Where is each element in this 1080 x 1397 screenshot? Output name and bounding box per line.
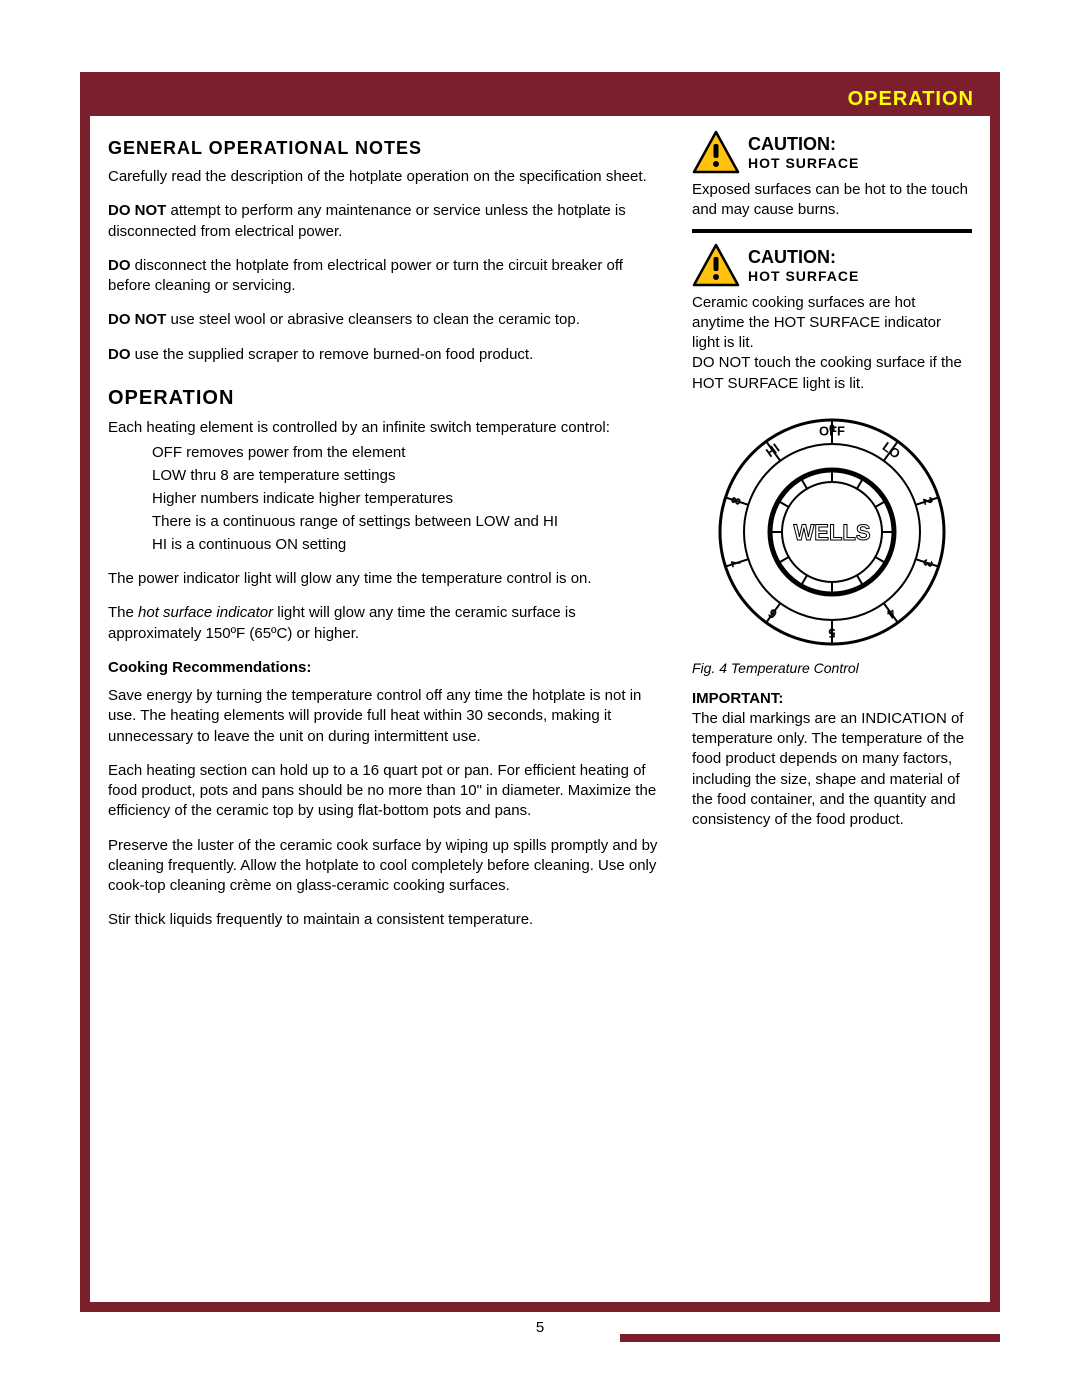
operation-heading: OPERATION (108, 387, 668, 410)
body-text: Save energy by turning the temperature c… (108, 686, 668, 747)
dial-icon: WELLS 0OFFLO2345678HI (712, 412, 952, 652)
list-item: Higher numbers indicate higher temperatu… (152, 488, 668, 509)
page-frame: OPERATION GENERAL OPERATIONAL NOTES Care… (80, 72, 1000, 1312)
caution-title: CAUTION: (748, 134, 859, 155)
bottom-accent-bar (620, 1334, 1000, 1342)
body-text: The (108, 604, 138, 621)
list-item: There is a continuous range of settings … (152, 511, 668, 532)
body-text: The power indicator light will glow any … (108, 569, 668, 589)
body-text: Each heating section can hold up to a 16… (108, 761, 668, 822)
list-item: LOW thru 8 are temperature settings (152, 465, 668, 486)
header-title: OPERATION (848, 88, 974, 111)
temperature-dial: WELLS 0OFFLO2345678HI (692, 412, 972, 652)
list-item: OFF removes power from the element (152, 442, 668, 463)
emphasis-italic: hot surface indicator (138, 604, 273, 621)
body-text: DO NOT attempt to perform any maintenanc… (108, 201, 668, 242)
warning-triangle-icon (692, 243, 740, 287)
warning-triangle-icon (692, 130, 740, 174)
body-text: DO disconnect the hotplate from electric… (108, 256, 668, 297)
body-text: Preserve the luster of the ceramic cook … (108, 836, 668, 897)
body-text: Carefully read the description of the ho… (108, 167, 668, 187)
caution-title: CAUTION: (748, 247, 859, 268)
cooking-rec-heading: Cooking Recommendations: (108, 658, 668, 678)
emphasis: DO NOT (108, 311, 166, 328)
caution-body: Exposed surfaces can be hot to the touch… (692, 180, 972, 221)
important-body: The dial markings are an INDICATION of t… (692, 709, 972, 831)
figure-caption: Fig. 4 Temperature Control (692, 660, 972, 676)
body-text: use the supplied scraper to remove burne… (131, 346, 534, 363)
content: GENERAL OPERATIONAL NOTES Carefully read… (90, 116, 990, 955)
body-text: attempt to perform any maintenance or se… (108, 202, 626, 239)
divider (692, 229, 972, 233)
caution-subtitle: HOT SURFACE (748, 268, 859, 284)
svg-text:5: 5 (828, 625, 835, 640)
body-text: DO NOT use steel wool or abrasive cleans… (108, 310, 668, 330)
body-text: Stir thick liquids frequently to maintai… (108, 910, 668, 930)
emphasis: DO NOT (108, 202, 166, 219)
page-number: 5 (536, 1319, 544, 1336)
caution-block-2: CAUTION: HOT SURFACE Ceramic cooking sur… (692, 243, 972, 394)
caution-subtitle: HOT SURFACE (748, 155, 859, 171)
caution-block-1: CAUTION: HOT SURFACE Exposed surfaces ca… (692, 130, 972, 233)
body-text: use steel wool or abrasive cleansers to … (166, 311, 580, 328)
emphasis: DO (108, 346, 131, 363)
left-column: GENERAL OPERATIONAL NOTES Carefully read… (108, 130, 668, 945)
header-bar: OPERATION (90, 82, 990, 116)
emphasis: DO (108, 257, 131, 274)
general-notes-heading: GENERAL OPERATIONAL NOTES (108, 138, 668, 159)
important-heading: IMPORTANT: (692, 690, 972, 707)
body-text: disconnect the hotplate from electrical … (108, 257, 623, 294)
body-text: DO use the supplied scraper to remove bu… (108, 345, 668, 365)
list-item: HI is a continuous ON setting (152, 534, 668, 555)
dial-brand: WELLS (794, 520, 871, 545)
right-column: CAUTION: HOT SURFACE Exposed surfaces ca… (692, 130, 972, 945)
svg-text:OFF: OFF (819, 423, 845, 438)
caution-body: Ceramic cooking surfaces are hot anytime… (692, 293, 972, 394)
body-text: Each heating element is controlled by an… (108, 418, 668, 438)
body-text: The hot surface indicator light will glo… (108, 603, 668, 644)
